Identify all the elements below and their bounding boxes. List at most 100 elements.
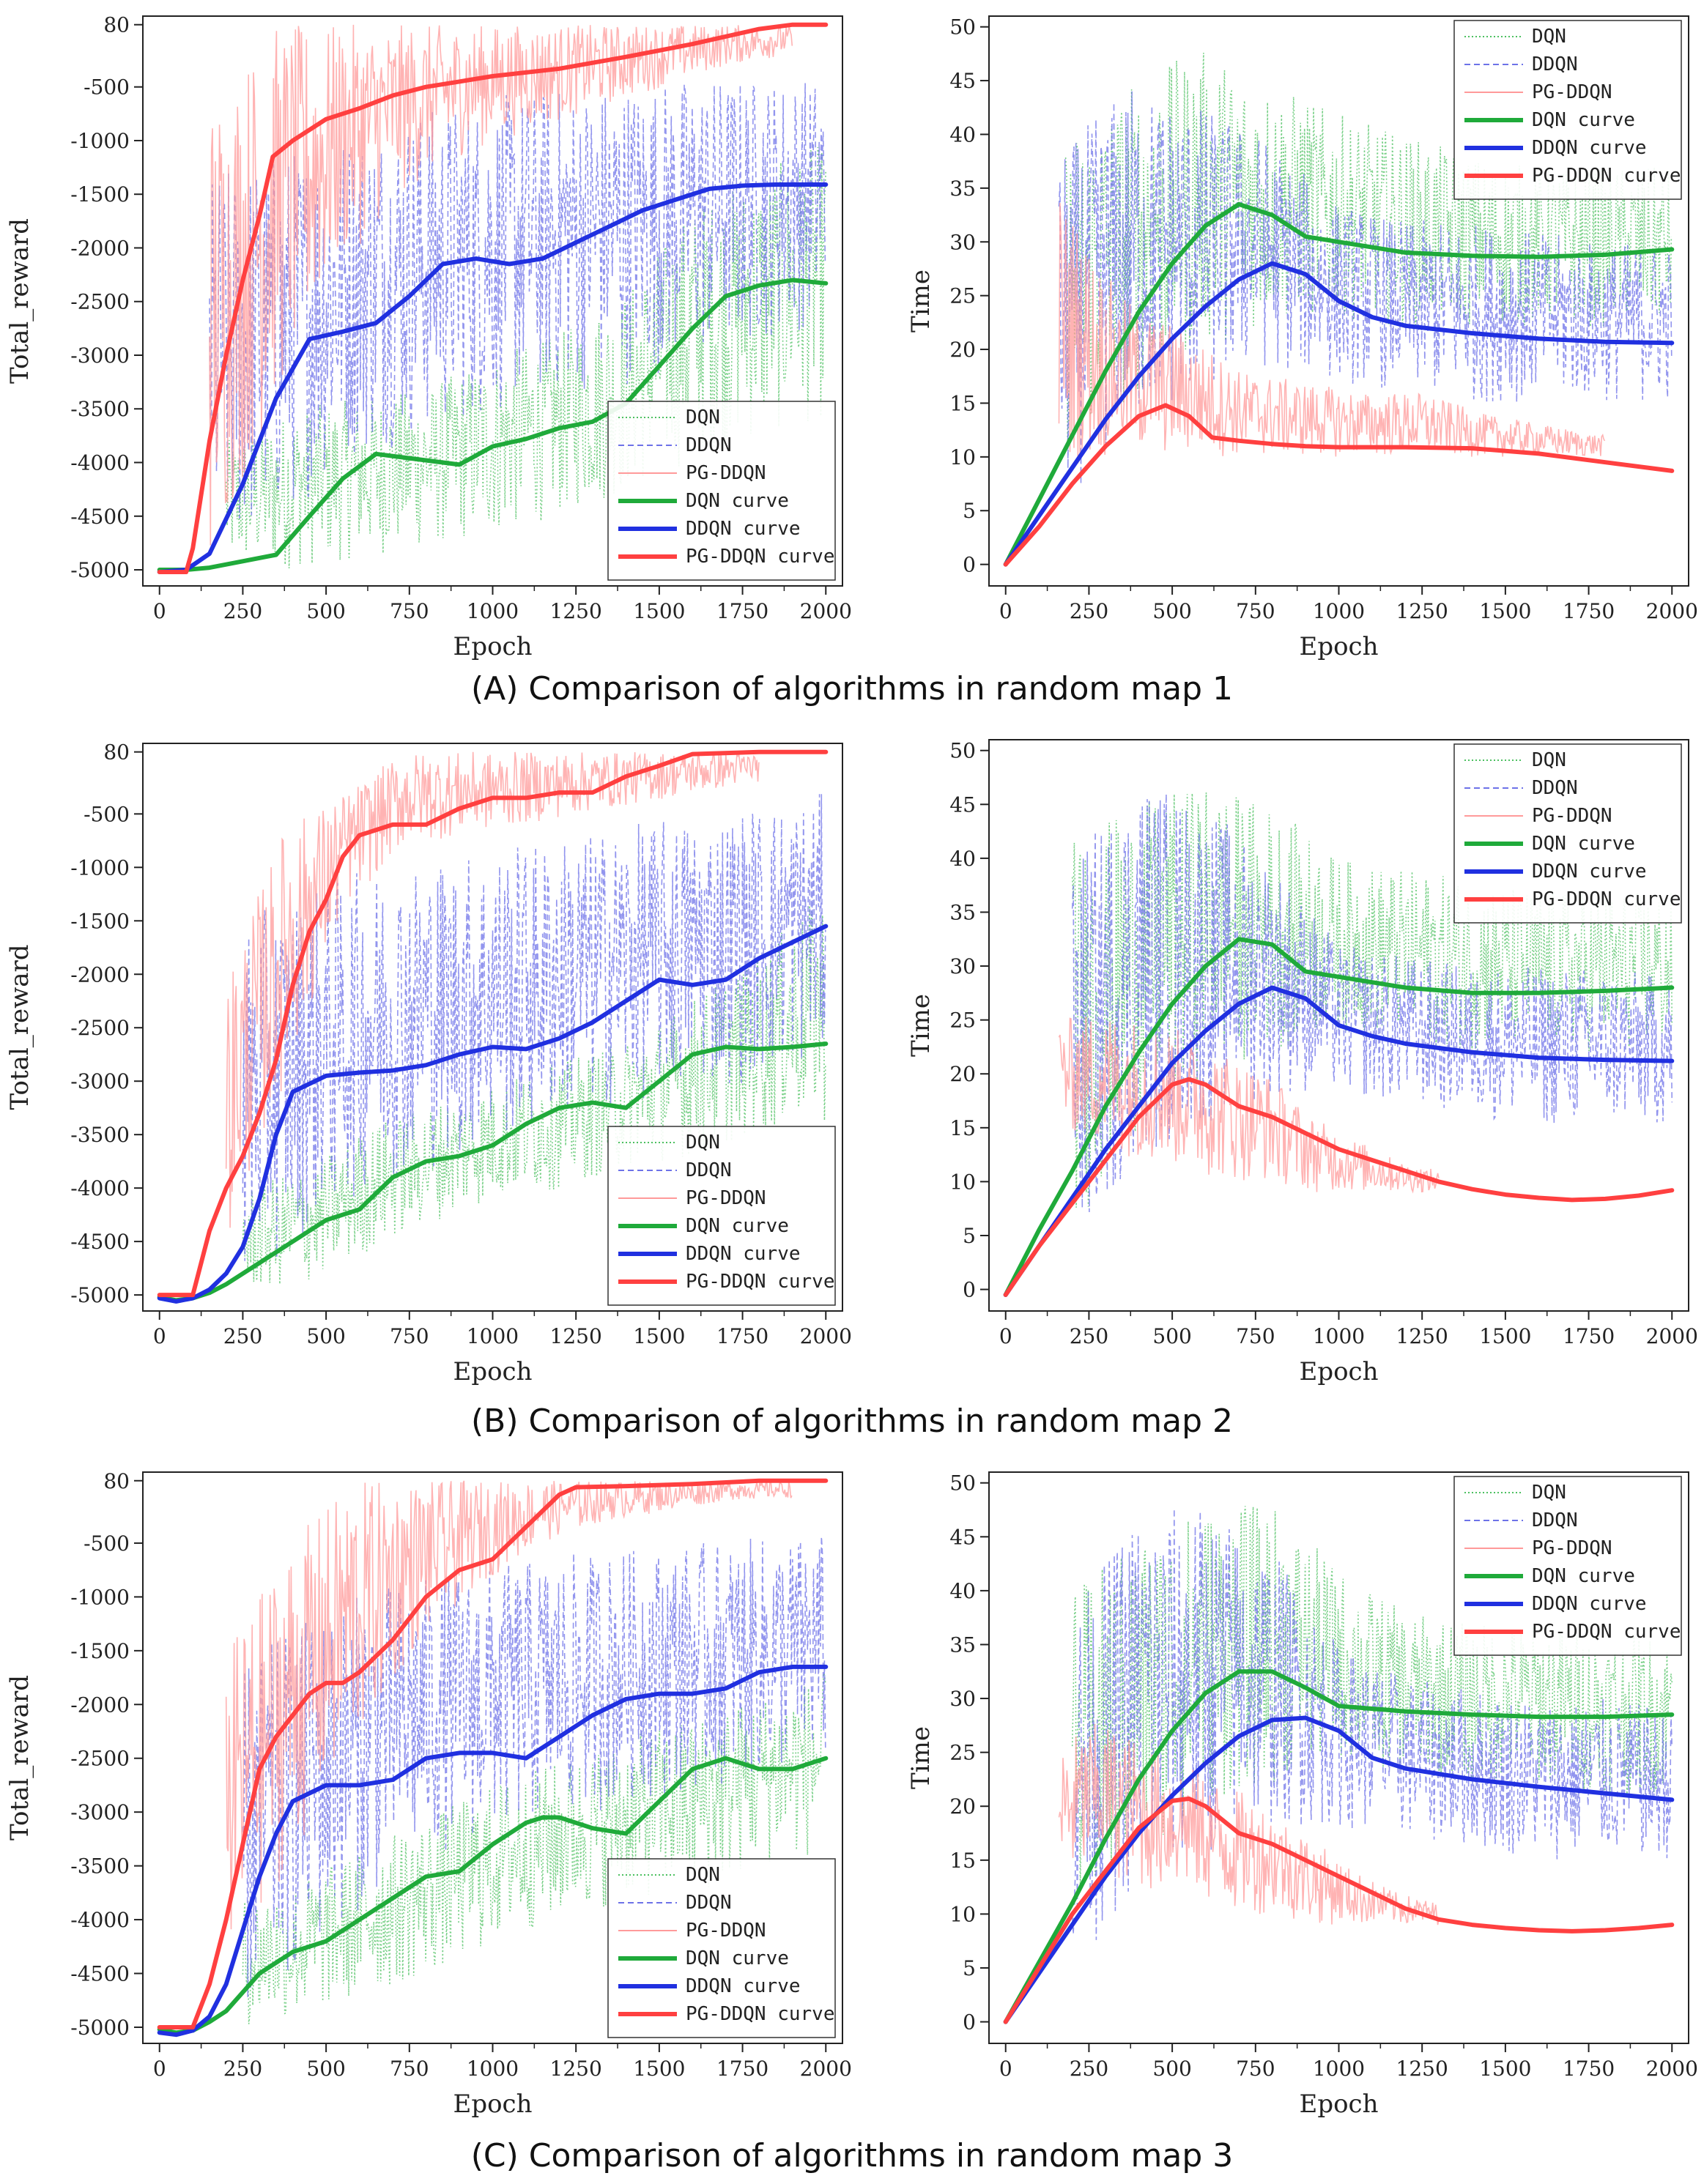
legend-entry: DDQN curve [686,1975,801,1997]
x-tick-label: 1500 [633,599,685,623]
raw-series-pg-ddqn [209,24,793,546]
y-tick-label: -1500 [70,909,130,933]
legend-entry: DQN curve [686,1947,789,1969]
curve-ddqn-curve [1003,985,1675,1297]
legend-entry: DQN curve [1532,109,1635,131]
curve-pg-ddqn-curve [157,749,829,1298]
x-tick-label: 1500 [1479,2057,1531,2081]
legend-entry: PG-DDQN curve [1532,888,1681,910]
legend: DQN DDQN PG-DDQN DQN curve DDQN curve PG-DDQN… [1453,1476,1682,1656]
x-tick-label: 500 [306,2057,345,2081]
legend-entry: PG-DDQN curve [686,1271,835,1293]
raw-series-ddqn [209,83,826,519]
curve-pg-ddqn-curve [1003,1077,1675,1297]
y-tick-label: 30 [949,1687,976,1711]
x-tick-label: 1750 [1563,599,1615,623]
x-tick-label: 500 [306,1324,345,1348]
legend-entry: DQN [1532,749,1566,771]
y-tick-label: 50 [949,15,976,40]
legend-entry: PG-DDQN curve [686,2003,835,2025]
y-tick-label: 10 [949,1902,976,1926]
x-tick-label: 2000 [1646,1324,1698,1348]
legend-entry: PG-DDQN curve [686,546,835,568]
raw-series-dqn [242,1671,826,2024]
y-tick-label: -2000 [70,962,130,987]
y-axis-label: Time [906,270,936,333]
x-axis-label: Epoch [1300,632,1379,661]
x-tick-label: 2000 [1646,599,1698,623]
curve-dqn-curve [1003,937,1675,1297]
y-tick-label: -2500 [70,290,130,314]
x-tick-label: 1750 [716,2057,768,2081]
y-tick-label: -4500 [70,1962,130,1986]
x-tick-label: 250 [223,599,262,623]
y-axis-label: Total_reward [5,218,34,384]
x-tick-label: 500 [306,599,345,623]
figure-caption: (A) Comparison of algorithms in random m… [471,670,1233,707]
legend-entry: DQN [1532,26,1566,48]
y-tick-label: -500 [84,802,130,826]
y-tick-label: -4500 [70,1230,130,1254]
legend-entry: DQN [686,406,720,428]
legend-entry: DDQN [1532,53,1578,75]
y-tick-label: 80 [103,1469,130,1493]
y-tick-label: 5 [963,499,976,523]
y-tick-label: 5 [963,1224,976,1248]
y-tick-label: 5 [963,1956,976,1980]
legend: DQN DDQN PG-DDQN DQN curve DDQN curve PG-DDQN… [607,401,836,581]
y-tick-label: 30 [949,954,976,978]
x-tick-label: 1250 [1396,2057,1448,2081]
x-tick-label: 2000 [800,1324,852,1348]
raw-series-ddqn [242,1536,826,1997]
legend-entry: DQN [686,1864,720,1886]
chart-6: 0 250 500 750 1000 1250 1500 1750 2000 0 5 10 15 20 25… [906,1471,1698,2119]
y-tick-label: 40 [949,122,976,146]
x-tick-label: 2000 [800,2057,852,2081]
x-tick-label: 0 [153,1324,166,1348]
y-tick-label: -2500 [70,1016,130,1040]
x-tick-label: 0 [153,2057,166,2081]
x-tick-label: 1250 [550,599,602,623]
x-axis-label: Epoch [453,1357,533,1386]
raw-series-dqn [242,905,826,1285]
y-tick-label: 15 [949,391,976,415]
legend-entry: DDQN curve [686,518,801,540]
y-tick-label: -2000 [70,1693,130,1717]
legend-entry: DQN [1532,1482,1566,1504]
y-tick-label: 20 [949,1794,976,1819]
legend-entry: DQN [686,1132,720,1154]
curve-pg-ddqn-curve [157,22,829,574]
curve-dqn-curve [157,1041,829,1303]
raw-series-group [1058,52,1672,485]
y-tick-label: -5000 [70,1283,130,1307]
x-tick-label: 1250 [1396,1324,1448,1348]
curve-pg-ddqn-curve [1003,1796,1675,2024]
legend-entry: DDQN [686,1892,732,1914]
x-tick-label: 1250 [1396,599,1448,623]
y-tick-label: -1000 [70,129,130,153]
x-tick-label: 1750 [1563,1324,1615,1348]
y-tick-label: -3500 [70,1854,130,1879]
legend-entry: DDQN curve [1532,861,1647,883]
chart-2: 0 250 500 750 1000 1250 1500 1750 2000 0 5 10 15 20 25… [906,15,1698,661]
legend: DQN DDQN PG-DDQN DQN curve DDQN curve PG-DDQN… [1453,743,1682,924]
x-tick-label: 2000 [800,599,852,623]
y-tick-label: 35 [949,177,976,201]
y-tick-label: 40 [949,847,976,871]
y-tick-label: 15 [949,1116,976,1140]
y-tick-label: 0 [963,1278,976,1302]
curve-pg-ddqn-curve [157,1478,829,2029]
raw-series-dqn [1071,792,1673,1208]
x-tick-label: 1750 [1563,2057,1615,2081]
legend-entry: DQN curve [686,490,789,512]
y-tick-label: 45 [949,1525,976,1549]
x-tick-label: 0 [999,2057,1012,2081]
y-tick-label: -3500 [70,1123,130,1147]
y-tick-label: 20 [949,338,976,362]
legend-entry: PG-DDQN [686,462,766,484]
chart-1: 0 250 500 750 1000 1250 1500 1750 2000 80 -500 -100… [5,13,852,661]
y-tick-label: 35 [949,900,976,924]
legend: DQN DDQN PG-DDQN DQN curve DDQN curve PG-DDQN… [1453,20,1682,200]
legend-box [607,1126,836,1306]
curve-dqn-curve [1003,1669,1675,2024]
